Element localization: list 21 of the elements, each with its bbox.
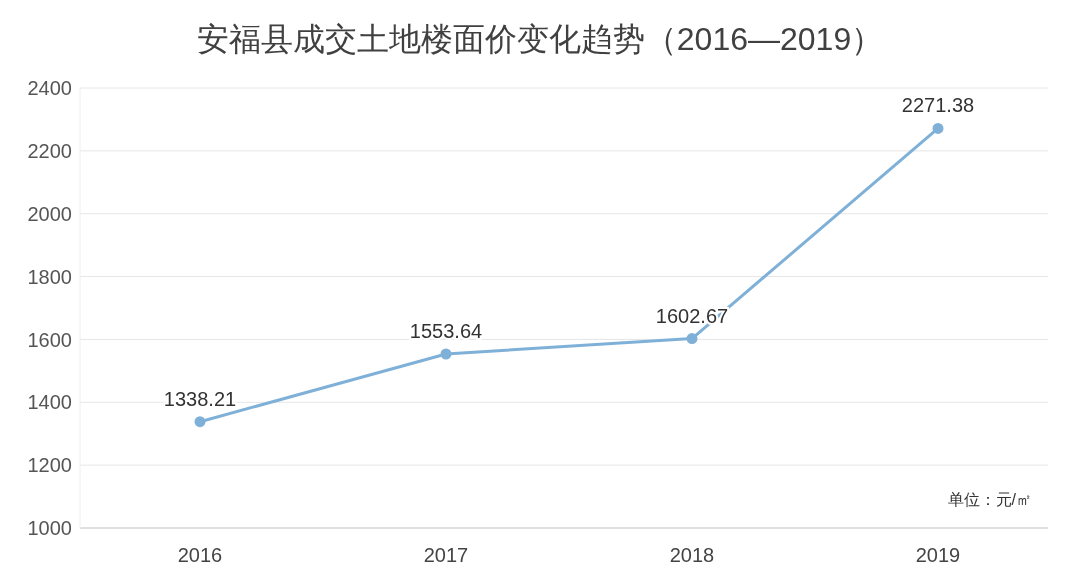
annotation: 单位：元/㎡ — [947, 490, 1032, 510]
y-tick-label: 2200 — [27, 139, 72, 162]
data-label: 1338.21 — [163, 387, 237, 410]
chart-title: 安福县成交土地楼面价变化趋势（2016—2019） — [195, 20, 885, 59]
y-tick-label: 1400 — [27, 391, 72, 414]
y-tick-label: 1000 — [27, 517, 72, 540]
point — [194, 416, 206, 428]
point — [440, 348, 452, 360]
point — [932, 122, 944, 134]
data-label: 1553.64 — [409, 320, 483, 342]
y-tick-label: 2400 — [27, 77, 72, 100]
y-tick-label: 2000 — [27, 202, 72, 225]
y-tick-label: 1200 — [27, 454, 72, 477]
data-label: 2271.38 — [901, 94, 975, 117]
point — [686, 333, 698, 345]
x-tick-label: 2019 — [915, 544, 961, 567]
x-tick-label: 2018 — [669, 544, 715, 567]
y-tick-label: 1600 — [27, 328, 72, 351]
x-tick-label: 2017 — [423, 544, 469, 567]
x-tick-label: 2016 — [177, 544, 223, 567]
y-tick-label: 1800 — [27, 265, 72, 288]
